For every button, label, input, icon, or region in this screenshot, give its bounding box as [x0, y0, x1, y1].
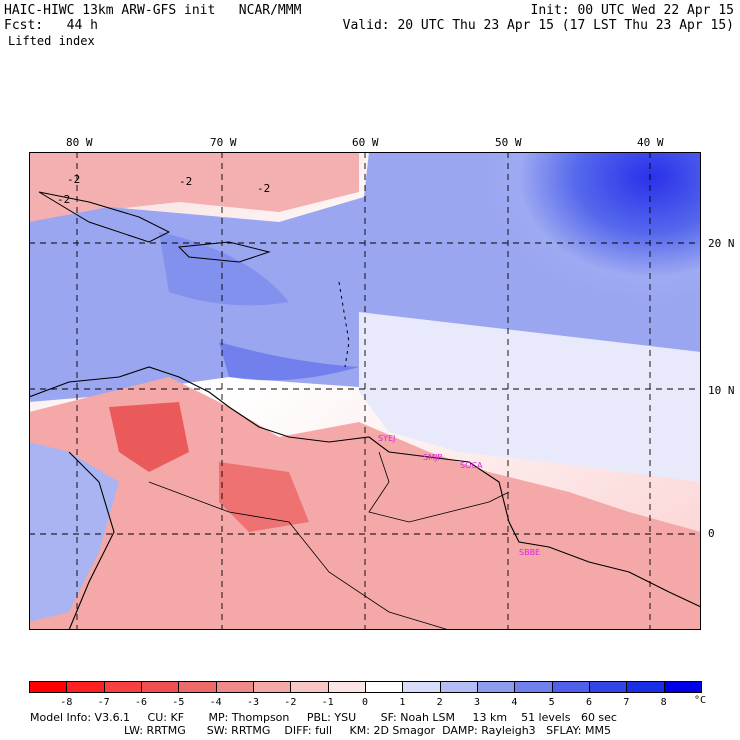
unstable-core-1 — [109, 402, 189, 472]
station-smjp: SMJP — [423, 453, 442, 462]
lon-label-80w: 80 W — [66, 136, 93, 149]
stable-patch-1 — [159, 232, 289, 306]
colorbar-swatch — [290, 681, 329, 693]
colorbar-tick-label: -3 — [246, 697, 260, 708]
coastline-cuba — [38, 191, 171, 243]
pacific-stable — [29, 442, 119, 622]
colorbar-swatch — [66, 681, 105, 693]
lat-label-0: 0 — [708, 527, 715, 540]
station-syej: SYEJ — [378, 434, 395, 443]
colorbar-tick-label: -1 — [321, 697, 334, 708]
lon-label-40w: 40 W — [637, 136, 664, 149]
coastline-pacific — [68, 451, 115, 630]
model-info-line-2: LW: RRTMG SW: RRTMG DIFF: full KM: 2D Sm… — [124, 724, 611, 737]
colorbar-swatch — [29, 681, 68, 693]
stable-patch-2 — [219, 342, 359, 381]
station-sbbe: SBBE — [519, 548, 540, 557]
colorbar-tick-label: -4 — [209, 697, 222, 708]
colorbar-unit: °C — [694, 695, 707, 706]
lon-label-60w: 60 W — [352, 136, 379, 149]
contour-label-4: -2 — [57, 193, 70, 206]
colorbar-tick-label: -8 — [60, 697, 73, 708]
colorbar-tick-label: 8 — [660, 697, 667, 708]
map-border — [29, 152, 701, 630]
contour-label-3: -2 — [257, 182, 270, 195]
valid-time: Valid: 20 UTC Thu 23 Apr 15 (17 LST Thu … — [342, 18, 734, 33]
coastline-south-america — [29, 366, 701, 608]
colorbar-tick-label: 4 — [511, 697, 518, 708]
station-soca: SOCA — [460, 461, 483, 470]
colorbar-swatch — [365, 681, 404, 693]
colorbar-swatch — [514, 681, 553, 693]
colorbar-tick-label: -5 — [172, 697, 185, 708]
contour-label-1: -2 — [67, 173, 80, 186]
colorbar-swatch — [141, 681, 180, 693]
contour-label-2: -2 — [179, 175, 192, 188]
model-info-line-1: Model Info: V3.6.1 CU: KF MP: Thompson P… — [30, 711, 617, 724]
colorbar-swatch — [215, 681, 254, 693]
colorbar-swatch — [663, 681, 702, 693]
colorbar-swatch — [477, 681, 516, 693]
forecast-hour: Fcst: 44 h — [4, 18, 98, 33]
colorbar-tick-label: 5 — [548, 697, 555, 708]
colorbar-swatch — [178, 681, 217, 693]
init-time: Init: 00 UTC Wed 22 Apr 15 — [530, 3, 735, 18]
lesser-antilles — [338, 281, 350, 368]
colorbar-tick-label: -6 — [134, 697, 148, 708]
lon-label-50w: 50 W — [495, 136, 522, 149]
unstable-land — [29, 377, 701, 630]
colorbar-tick-label: 2 — [436, 697, 443, 708]
north-unstable-band — [29, 152, 359, 222]
lat-lon-grid — [29, 152, 701, 630]
colorbar-swatch — [589, 681, 628, 693]
colorbar-tick-label: 7 — [623, 697, 630, 708]
colorbar-swatch — [439, 681, 478, 693]
border-interior — [148, 481, 450, 630]
transition-zone — [359, 312, 701, 482]
colorbar-tick-label: 0 — [361, 697, 369, 708]
border-guianas — [368, 451, 510, 523]
map-canvas: -2 -2 -2 -2 SYEJ SMJP SOCA SBBE — [29, 152, 701, 630]
lat-label-10n: 10 N — [708, 384, 735, 397]
colorbar-swatch — [103, 681, 142, 693]
colorbar-tick-label: -2 — [284, 697, 297, 708]
colorbar-tick-label: 3 — [473, 697, 481, 708]
colorbar-tick-label: -7 — [97, 697, 110, 708]
lat-label-20n: 20 N — [708, 237, 735, 250]
model-title: HAIC-HIWC 13km ARW-GFS init NCAR/MMM — [4, 3, 302, 18]
unstable-core-2 — [219, 462, 309, 532]
colorbar-tick-label: 6 — [585, 697, 593, 708]
colorbar-swatch — [327, 681, 366, 693]
lon-label-70w: 70 W — [210, 136, 237, 149]
colorbar-swatch — [551, 681, 590, 693]
colorbar-swatch — [253, 681, 292, 693]
colorbar-swatch — [402, 681, 441, 693]
colorbar-swatch — [626, 681, 665, 693]
colorbar-tick-label: 1 — [399, 697, 406, 708]
field-name: Lifted index — [8, 34, 95, 48]
lifted-index-map: -2 -2 -2 -2 SYEJ SMJP SOCA SBBE — [29, 152, 701, 630]
